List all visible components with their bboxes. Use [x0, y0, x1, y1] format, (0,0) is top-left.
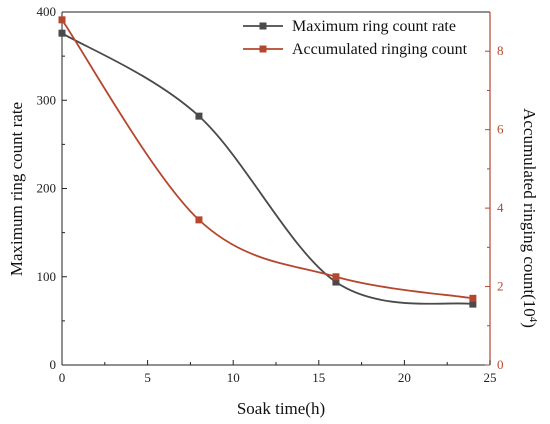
- series-1-marker: [469, 300, 477, 308]
- series-layer: [58, 16, 477, 308]
- legend-label-2: Accumulated ringing count: [292, 41, 468, 58]
- legend-marker-1: [259, 22, 267, 30]
- series-1-marker: [58, 29, 66, 37]
- y2-axis-title-main: Accumulated ringing count(10: [520, 108, 539, 317]
- x-tick-label: 15: [312, 370, 325, 385]
- y-tick-label: 0: [50, 357, 57, 372]
- y-tick-label: 300: [37, 92, 57, 107]
- x-tick-label: 0: [59, 370, 66, 385]
- x-tick-label: 10: [227, 370, 240, 385]
- series-2-marker: [195, 216, 203, 224]
- y-tick-label: 400: [37, 4, 57, 19]
- x-tick-label: 5: [144, 370, 151, 385]
- y-tick-label: 200: [37, 181, 57, 196]
- y2-axis-title-superscript: 4: [527, 317, 539, 323]
- x-tick-label: 20: [398, 370, 411, 385]
- legend: Maximum ring count rate Accumulated ringi…: [243, 18, 468, 58]
- series-2-marker: [58, 16, 66, 24]
- y-axis-title: Maximum ring count rate: [7, 102, 26, 276]
- x-axis-title: Soak time(h): [237, 399, 325, 418]
- legend-label-1: Maximum ring count rate: [292, 18, 456, 35]
- series-line-1: [61, 32, 474, 305]
- y2-tick-label: 6: [497, 122, 504, 137]
- y2-axis-title-close: ): [520, 322, 539, 328]
- x-tick-label: 25: [484, 370, 497, 385]
- series-1-marker: [332, 278, 340, 286]
- y-tick-label: 100: [37, 269, 57, 284]
- series-line-2: [61, 19, 474, 300]
- y2-tick-label: 2: [497, 279, 504, 294]
- series-2-marker: [332, 273, 340, 281]
- y2-tick-label: 8: [497, 43, 504, 58]
- y2-axis-title: Accumulated ringing count(104): [520, 108, 539, 328]
- series-1-marker: [195, 112, 203, 120]
- plot-area: [61, 11, 491, 366]
- series-2-marker: [469, 294, 477, 302]
- legend-marker-2: [259, 45, 267, 53]
- y2-tick-label: 4: [497, 200, 504, 215]
- y2-tick-label: 0: [497, 357, 504, 372]
